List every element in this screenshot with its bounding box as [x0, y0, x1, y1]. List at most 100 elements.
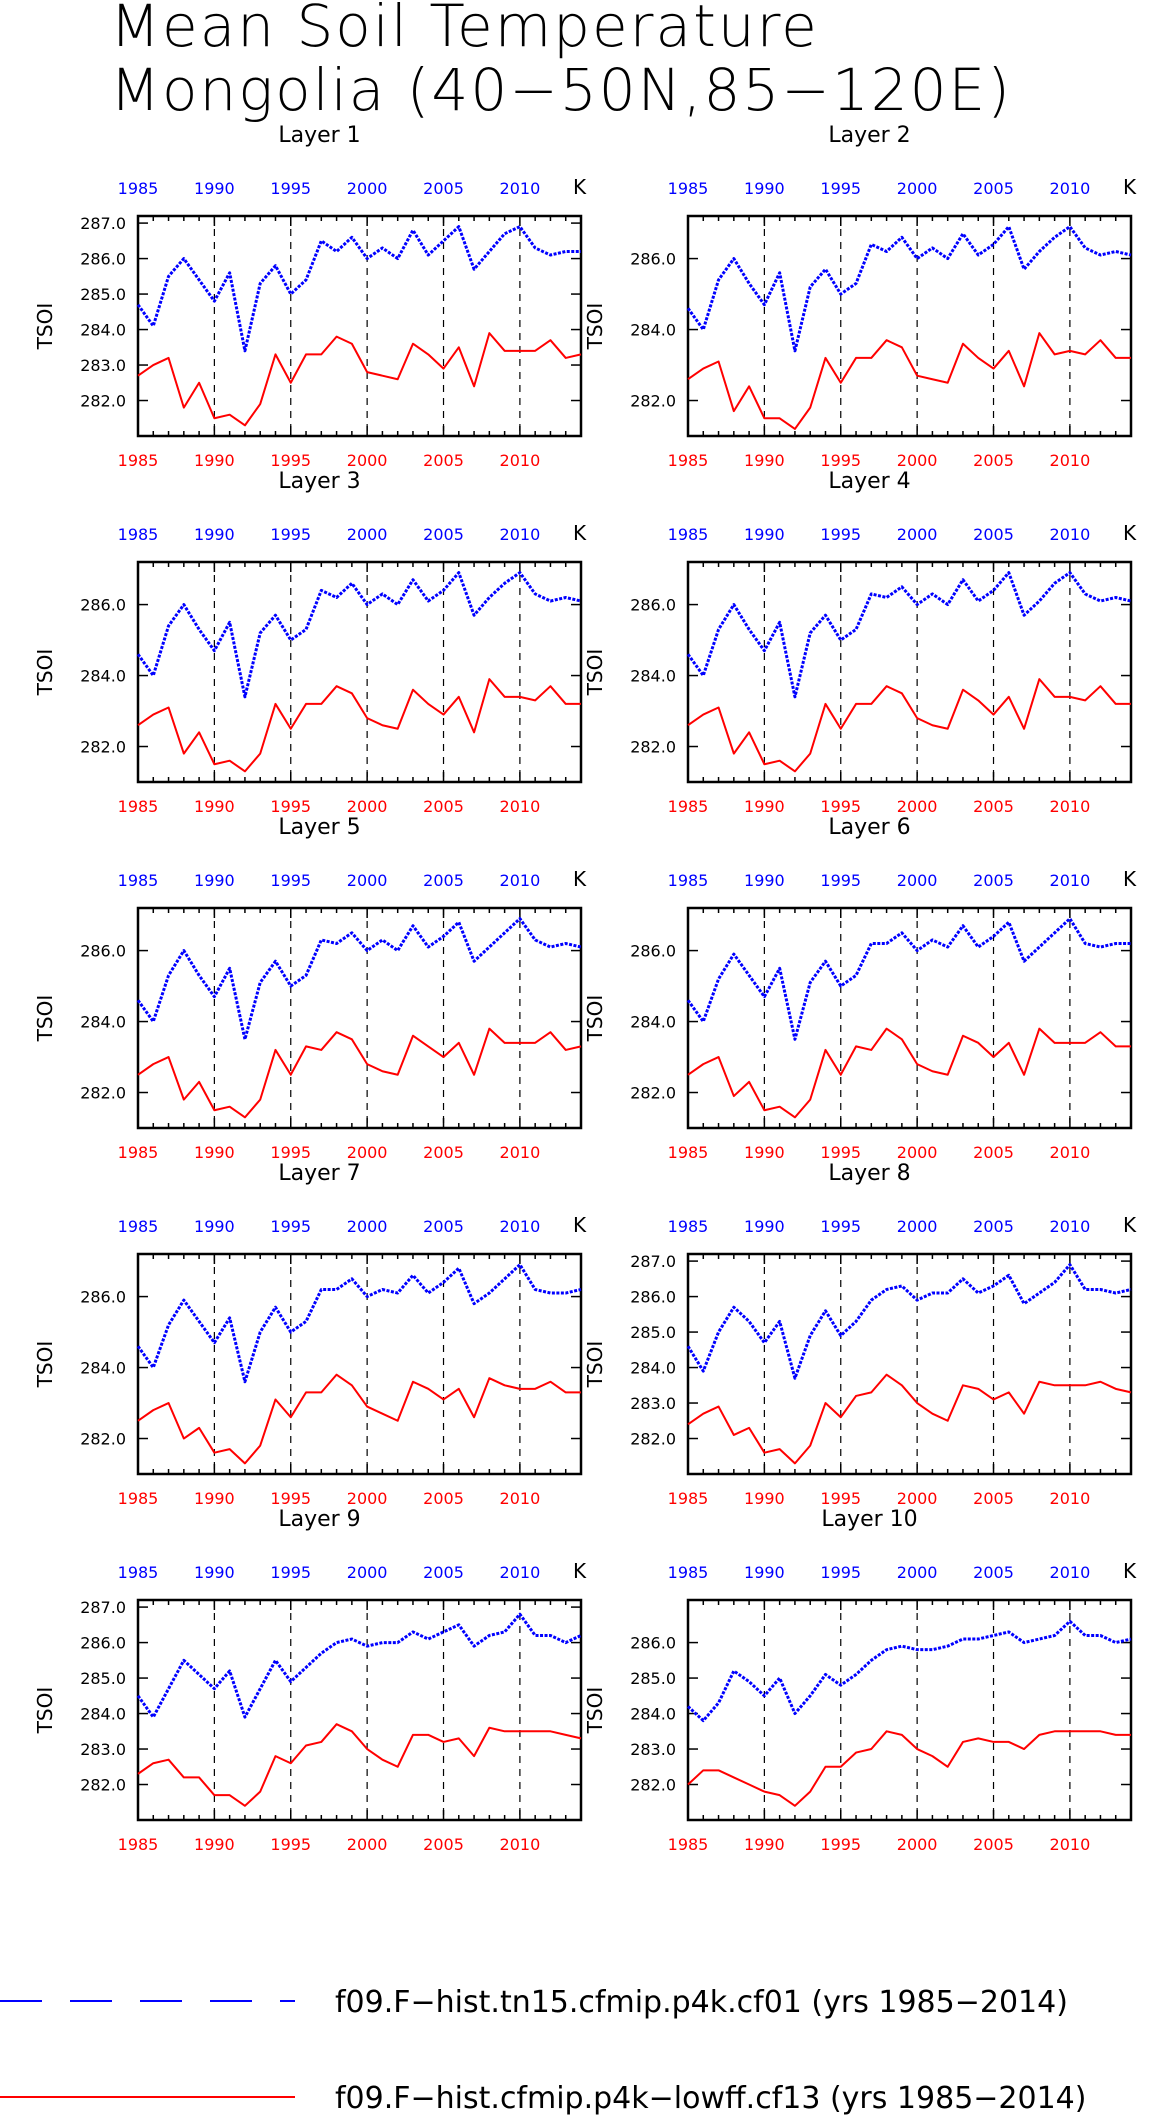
x-tick-label-bottom: 2010 — [500, 1489, 541, 1508]
plot-frame — [136, 214, 583, 438]
units-label: K — [1123, 867, 1137, 891]
x-tick-label-top: 1995 — [820, 1563, 861, 1582]
x-tick-label-bottom: 1990 — [744, 797, 785, 816]
x-tick-label-top: 2005 — [973, 525, 1014, 544]
x-tick-label-bottom: 1990 — [194, 797, 235, 816]
plot-frame — [686, 906, 1133, 1130]
x-tick-label-top: 2010 — [1050, 525, 1091, 544]
y-tick-label: 287.0 — [80, 1598, 126, 1617]
panel-8: Layer 8 K TSOI 1985 1985 1990 1990 1995 1995 2000… — [583, 1161, 1137, 1508]
x-tick-label-bottom: 2005 — [423, 1489, 464, 1508]
series-line-cf13 — [687, 1730, 1131, 1807]
panel-title: Layer 8 — [828, 1161, 910, 1186]
x-tick-label-bottom: 1995 — [270, 1143, 311, 1162]
series-line-cf13 — [687, 678, 1131, 773]
x-tick-label-top: 1990 — [744, 179, 785, 198]
x-tick-label-top: 1990 — [744, 525, 785, 544]
panel-5: Layer 5 K TSOI 1985 1985 1990 1990 1995 1995 2000… — [33, 815, 587, 1162]
x-tick-label-top: 1990 — [194, 871, 235, 890]
x-tick-label-top: 2000 — [897, 1563, 938, 1582]
x-tick-label-top: 2000 — [897, 525, 938, 544]
y-tick-label: 284.0 — [80, 321, 126, 340]
x-tick-label-top: 2005 — [973, 1217, 1014, 1236]
x-tick-label-bottom: 1990 — [744, 1143, 785, 1162]
x-tick-label-bottom: 1990 — [194, 451, 235, 470]
x-tick-label-bottom: 1985 — [668, 1143, 709, 1162]
x-tick-label-top: 2000 — [897, 871, 938, 890]
y-tick-label: 287.0 — [80, 214, 126, 233]
x-tick-label-top: 1995 — [270, 525, 311, 544]
y-tick-label: 282.0 — [630, 1430, 676, 1449]
x-tick-label-bottom: 1990 — [194, 1143, 235, 1162]
plot-frame — [686, 1598, 1133, 1822]
x-tick-label-bottom: 2010 — [1050, 1143, 1091, 1162]
y-tick-label: 284.0 — [80, 1705, 126, 1724]
x-tick-label-bottom: 2005 — [973, 1489, 1014, 1508]
panel-title: Layer 2 — [828, 123, 910, 148]
panel-9: Layer 9 K TSOI 1985 1985 1990 1990 1995 1995 2000… — [33, 1507, 587, 1854]
y-tick-label: 282.0 — [80, 1430, 126, 1449]
y-tick-label: 286.0 — [630, 942, 676, 961]
x-tick-label-top: 1995 — [270, 871, 311, 890]
units-label: K — [1123, 175, 1137, 199]
series-line-cf13 — [137, 1723, 582, 1807]
y-tick-label: 282.0 — [80, 1776, 126, 1795]
y-tick-label: 282.0 — [80, 392, 126, 411]
x-tick-label-top: 1985 — [118, 1563, 159, 1582]
x-tick-label-top: 1985 — [668, 179, 709, 198]
x-tick-label-top: 1995 — [820, 525, 861, 544]
x-tick-label-top: 2010 — [500, 1563, 541, 1582]
series-line-cf13 — [687, 332, 1131, 430]
x-tick-label-top: 1985 — [668, 1217, 709, 1236]
x-tick-label-top: 2005 — [423, 871, 464, 890]
x-tick-label-top: 2010 — [1050, 871, 1091, 890]
panel-6: Layer 6 K TSOI 1985 1985 1990 1990 1995 1995 2000… — [583, 815, 1137, 1162]
x-tick-label-bottom: 1995 — [820, 1143, 861, 1162]
y-tick-label: 286.0 — [630, 596, 676, 615]
x-tick-label-top: 1990 — [194, 1217, 235, 1236]
y-axis-label: TSOI — [33, 303, 57, 351]
chart-title-line-1: Mean Soil Temperature — [110, 0, 819, 60]
chart-title-line-2: Mongolia (40−50N,85−120E) — [110, 56, 1012, 124]
x-tick-label-bottom: 2000 — [347, 1143, 388, 1162]
y-tick-label: 286.0 — [630, 1634, 676, 1653]
x-tick-label-bottom: 2005 — [973, 451, 1014, 470]
plot-frame — [686, 1252, 1133, 1476]
x-tick-label-bottom: 1985 — [118, 797, 159, 816]
y-axis-label: TSOI — [583, 1341, 607, 1389]
series-line-cf13 — [137, 1373, 581, 1465]
x-tick-label-bottom: 1995 — [820, 1489, 861, 1508]
legend-label-series-2: f09.F−hist.cfmip.p4k−lowff.cf13 (yrs 198… — [335, 2081, 1086, 2116]
series-line-cf13 — [687, 1027, 1131, 1119]
panel-title: Layer 5 — [278, 815, 360, 840]
y-axis-label: TSOI — [583, 303, 607, 351]
y-tick-label: 284.0 — [80, 667, 126, 686]
x-tick-label-bottom: 2000 — [897, 1489, 938, 1508]
y-tick-label: 286.0 — [80, 250, 126, 269]
y-tick-label: 282.0 — [630, 738, 676, 757]
panel-4: Layer 4 K TSOI 1985 1985 1990 1990 1995 1995 2000… — [583, 469, 1137, 816]
x-tick-label-top: 1995 — [820, 871, 861, 890]
y-tick-label: 286.0 — [630, 250, 676, 269]
y-tick-label: 285.0 — [80, 285, 126, 304]
x-tick-label-bottom: 1990 — [744, 1835, 785, 1854]
plot-frame — [686, 214, 1133, 438]
series-line-cf01 — [686, 225, 1132, 353]
y-tick-label: 285.0 — [80, 1669, 126, 1688]
x-tick-label-bottom: 2005 — [973, 797, 1014, 816]
x-tick-label-bottom: 2010 — [1050, 451, 1091, 470]
y-tick-label: 286.0 — [630, 1288, 676, 1307]
y-tick-label: 287.0 — [630, 1252, 676, 1271]
y-tick-label: 282.0 — [80, 738, 126, 757]
panel-title: Layer 10 — [821, 1507, 917, 1532]
x-tick-label-top: 2005 — [423, 179, 464, 198]
x-tick-label-top: 2005 — [973, 179, 1014, 198]
y-tick-label: 283.0 — [80, 1740, 126, 1759]
x-tick-label-bottom: 1985 — [668, 1489, 709, 1508]
x-tick-label-top: 1985 — [668, 1563, 709, 1582]
x-tick-label-bottom: 1985 — [118, 1835, 159, 1854]
series-line-cf13 — [137, 678, 581, 773]
series-line-cf13 — [687, 1373, 1132, 1465]
x-tick-label-top: 1985 — [118, 871, 159, 890]
